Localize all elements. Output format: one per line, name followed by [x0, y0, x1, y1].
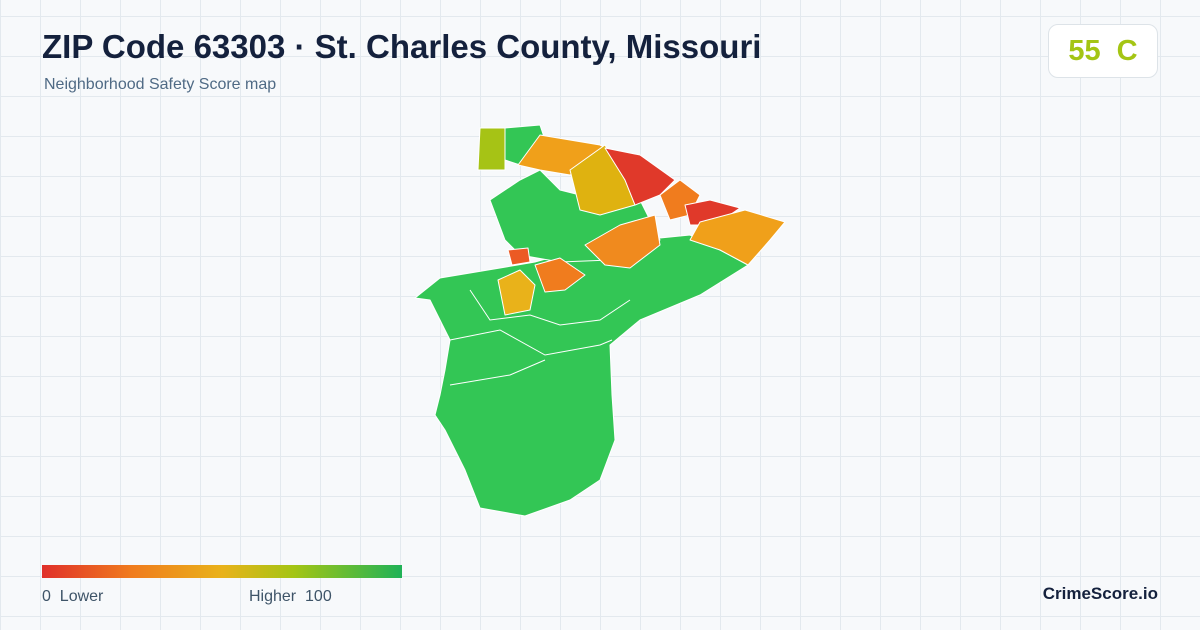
region — [584, 214, 661, 269]
region — [534, 257, 586, 293]
legend-gradient — [42, 565, 402, 578]
legend-min: 0 — [42, 588, 51, 605]
subtitle: Neighborhood Safety Score map — [44, 76, 277, 93]
boundary — [449, 329, 613, 356]
title: ZIP Code 63303 · St. Charles County, Mis… — [42, 28, 762, 65]
region — [689, 209, 786, 266]
legend-max-label: Higher — [249, 588, 297, 605]
legend-low: 0 Lower — [42, 588, 103, 606]
score-grade: C — [1116, 34, 1138, 67]
region — [477, 127, 506, 171]
score-badge: 55 C — [1048, 24, 1158, 78]
region — [497, 269, 536, 316]
legend-max: 100 — [305, 588, 332, 605]
score-value: 55 — [1068, 34, 1101, 67]
brand: CrimeScore.io — [1042, 584, 1158, 603]
legend-high: Higher 100 — [249, 588, 332, 606]
boundary — [469, 289, 631, 326]
boundary — [449, 359, 546, 386]
region — [507, 247, 531, 266]
legend-min-label: Lower — [59, 588, 104, 605]
